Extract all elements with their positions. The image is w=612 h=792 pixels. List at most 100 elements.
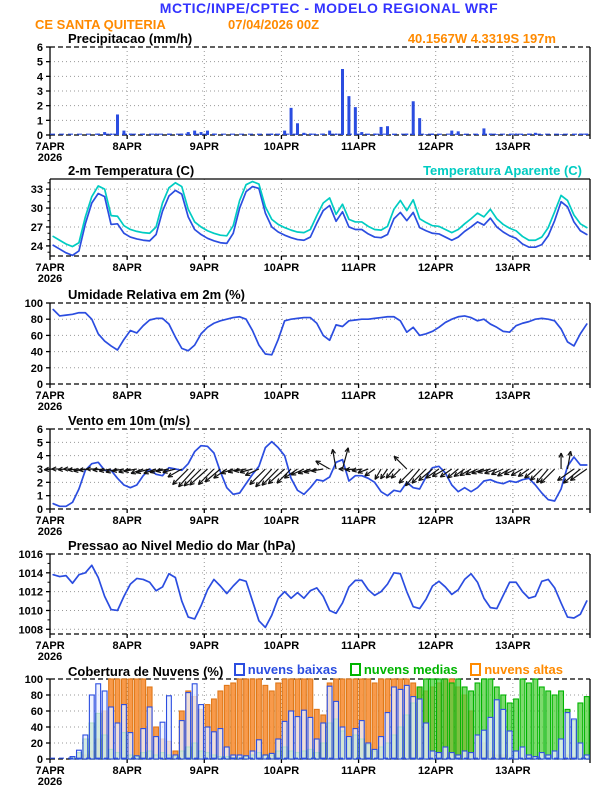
svg-text:11APR: 11APR (341, 765, 376, 777)
svg-text:30: 30 (31, 203, 43, 215)
svg-text:12APR: 12APR (418, 390, 454, 402)
svg-text:0: 0 (37, 130, 43, 142)
svg-text:27: 27 (31, 222, 43, 234)
svg-text:100: 100 (25, 298, 43, 310)
svg-text:13APR: 13APR (495, 515, 531, 527)
svg-text:5: 5 (37, 57, 43, 69)
panel-title-clouds: Cobertura de Nuvens (%) (68, 664, 224, 679)
svg-text:2026: 2026 (38, 776, 62, 788)
panel-title-pressure: Pressao ao Nivel Medio do Mar (hPa) (68, 538, 296, 553)
svg-text:2026: 2026 (38, 273, 62, 285)
svg-text:7APR: 7APR (35, 515, 64, 527)
svg-text:20: 20 (31, 363, 43, 375)
svg-text:7APR: 7APR (35, 141, 64, 153)
svg-text:8APR: 8APR (112, 262, 141, 274)
svg-text:2: 2 (37, 101, 43, 113)
svg-text:7APR: 7APR (35, 390, 64, 402)
svg-text:1016: 1016 (19, 549, 43, 561)
svg-text:4: 4 (37, 451, 44, 463)
svg-text:40: 40 (31, 347, 43, 359)
svg-text:12APR: 12APR (418, 765, 454, 777)
legend-low-clouds: nuvens baixas (233, 662, 337, 677)
svg-text:9APR: 9APR (190, 141, 219, 153)
svg-text:12APR: 12APR (418, 141, 454, 153)
svg-text:11APR: 11APR (341, 640, 376, 652)
panel-title-temperature: 2-m Temperatura (C) (68, 163, 195, 178)
svg-text:1012: 1012 (19, 587, 43, 599)
svg-text:10APR: 10APR (264, 640, 300, 652)
svg-text:1: 1 (37, 491, 43, 503)
svg-text:13APR: 13APR (495, 141, 531, 153)
panel-title-precipitation: Precipitacao (mm/h) (68, 31, 193, 46)
svg-text:10APR: 10APR (264, 515, 300, 527)
svg-text:11APR: 11APR (341, 141, 376, 153)
svg-text:33: 33 (31, 184, 43, 196)
svg-text:9APR: 9APR (190, 390, 219, 402)
svg-text:7APR: 7APR (35, 262, 64, 274)
svg-text:7APR: 7APR (35, 640, 64, 652)
high-clouds-swatch-icon (470, 663, 482, 676)
svg-text:12APR: 12APR (418, 640, 454, 652)
legend-mid-clouds: nuvens medias (349, 662, 458, 677)
legend-apparent-temperature: Temperatura Aparente (C) (423, 163, 582, 178)
svg-text:1008: 1008 (19, 624, 43, 636)
svg-text:7APR: 7APR (35, 765, 64, 777)
svg-text:10APR: 10APR (264, 141, 300, 153)
svg-text:6: 6 (37, 424, 43, 436)
svg-text:2026: 2026 (38, 526, 62, 538)
svg-text:9APR: 9APR (190, 262, 219, 274)
svg-text:11APR: 11APR (341, 262, 376, 274)
svg-text:12APR: 12APR (418, 515, 454, 527)
svg-text:13APR: 13APR (495, 765, 531, 777)
svg-text:8APR: 8APR (112, 640, 141, 652)
svg-text:2026: 2026 (38, 401, 62, 413)
svg-text:8APR: 8APR (112, 141, 141, 153)
svg-text:1: 1 (37, 115, 43, 127)
panel-title-wind: Vento em 10m (m/s) (68, 413, 191, 428)
svg-text:9APR: 9APR (190, 765, 219, 777)
svg-text:4: 4 (37, 71, 44, 83)
svg-text:100: 100 (25, 674, 43, 686)
model-run-datetime: 07/04/2026 00Z (228, 17, 320, 32)
svg-text:2: 2 (37, 477, 43, 489)
station-name: CE SANTA QUITERIA (35, 17, 166, 32)
panel-title-humidity: Umidade Relativa em 2m (%) (68, 287, 246, 302)
svg-text:10APR: 10APR (264, 390, 300, 402)
svg-text:0: 0 (37, 379, 43, 391)
svg-text:1010: 1010 (19, 605, 43, 617)
svg-text:9APR: 9APR (190, 640, 219, 652)
cloud-title-row: Cobertura de Nuvens (%) nuvens baixas nu… (68, 662, 563, 681)
svg-text:13APR: 13APR (495, 262, 531, 274)
page-title: MCTIC/INPE/CPTEC - MODELO REGIONAL WRF (159, 0, 499, 16)
svg-text:0: 0 (37, 504, 43, 516)
svg-text:13APR: 13APR (495, 390, 531, 402)
svg-text:2026: 2026 (38, 651, 62, 663)
svg-text:5: 5 (37, 437, 43, 449)
svg-text:3: 3 (37, 464, 43, 476)
svg-text:80: 80 (31, 314, 43, 326)
svg-text:8APR: 8APR (112, 515, 141, 527)
svg-text:2026: 2026 (38, 152, 62, 164)
station-coordinates: 40.1567W 4.3319S 197m (407, 31, 556, 46)
mid-clouds-swatch-icon (349, 663, 361, 676)
svg-text:24: 24 (31, 241, 44, 253)
svg-text:11APR: 11APR (341, 390, 376, 402)
legend-high-clouds: nuvens altas (470, 662, 563, 677)
svg-text:12APR: 12APR (418, 262, 454, 274)
svg-text:6: 6 (37, 42, 43, 54)
svg-text:10APR: 10APR (264, 262, 300, 274)
svg-text:13APR: 13APR (495, 640, 531, 652)
low-clouds-swatch-icon (233, 663, 245, 676)
svg-text:0: 0 (37, 754, 43, 766)
svg-text:20: 20 (31, 738, 43, 750)
svg-text:60: 60 (31, 706, 43, 718)
svg-text:10APR: 10APR (264, 765, 300, 777)
svg-text:11APR: 11APR (341, 515, 376, 527)
svg-text:60: 60 (31, 330, 43, 342)
svg-text:80: 80 (31, 690, 43, 702)
svg-text:8APR: 8APR (112, 390, 141, 402)
svg-text:9APR: 9APR (190, 515, 219, 527)
svg-text:40: 40 (31, 722, 43, 734)
